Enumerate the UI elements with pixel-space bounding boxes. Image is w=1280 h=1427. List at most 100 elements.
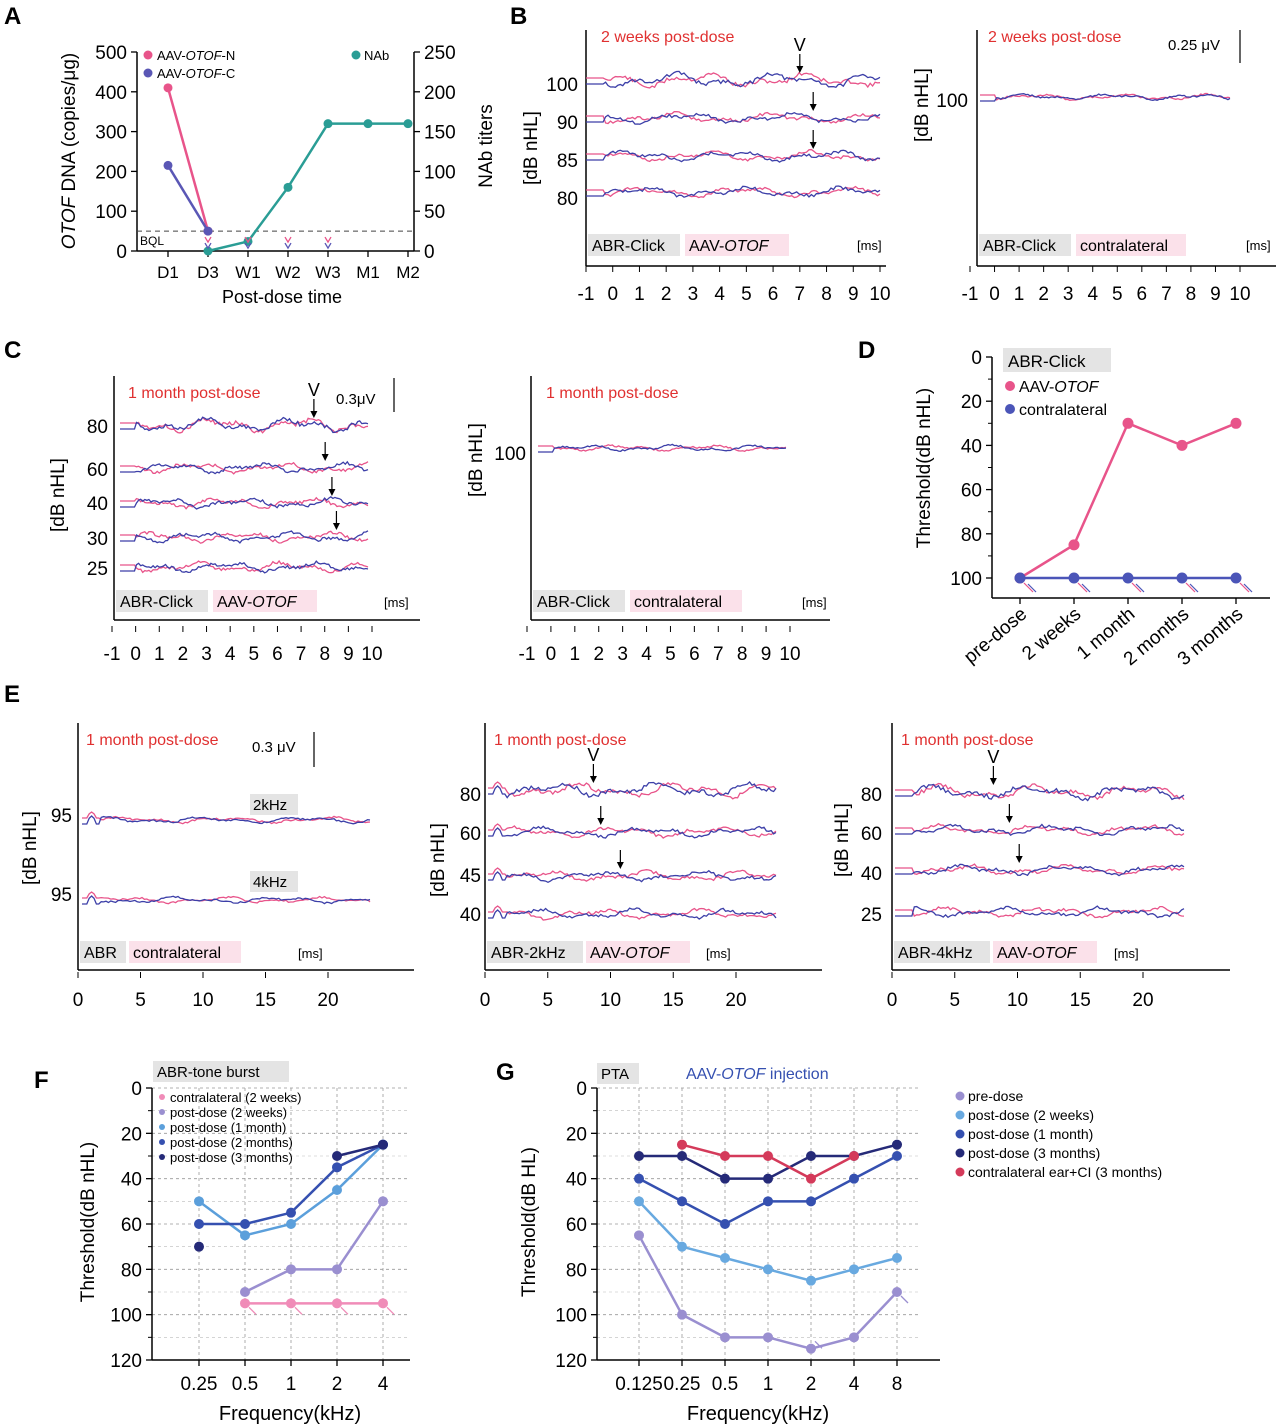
y-tick-label: 20	[961, 392, 982, 413]
waveform-trace	[586, 111, 881, 125]
waveform-trace	[538, 444, 787, 452]
legend-item: post-dose (1 month)	[170, 1120, 286, 1135]
e1-level-95a: 95	[51, 806, 72, 827]
bql-arrow	[324, 236, 332, 244]
e1-tag-abr	[80, 941, 126, 963]
c-right-ms: [ms]	[802, 595, 827, 610]
a-y2-ticks: 0 50 100 150 200 250	[414, 43, 456, 263]
f-legend: contralateral (2 weeks)post-dose (2 week…	[159, 1090, 302, 1165]
x-tick-label: 5	[741, 284, 752, 305]
data-point	[849, 1264, 859, 1275]
wave-v-arrowhead	[321, 454, 329, 461]
x-tick-label: 4	[849, 1374, 860, 1395]
e-plot-2: 1 month post-dose [dB nHL] 80 60 45 40 A…	[428, 723, 822, 1011]
y-tick-label: 500	[95, 43, 127, 64]
waveform-trace	[120, 559, 369, 574]
e1-tag-2khz	[250, 794, 298, 815]
x-tick-label: 9	[1210, 284, 1221, 305]
data-point	[806, 1275, 816, 1286]
data-point	[634, 1196, 644, 1207]
waveform-trace	[488, 869, 777, 884]
x-tick-label: -1	[962, 284, 979, 305]
data-point	[286, 1207, 296, 1218]
f-x-axis-label: Frequency(kHz)	[219, 1403, 361, 1425]
legend-item: post-dose (2 weeks)	[170, 1105, 287, 1120]
b-left-title: 2 weeks post-dose	[601, 29, 735, 46]
c-tag-aav-otof	[213, 590, 317, 612]
x-tick-label: 6	[272, 644, 283, 665]
data-point	[763, 1196, 773, 1207]
bql-arrow	[204, 236, 212, 244]
y-tick-label: 40	[121, 1170, 142, 1191]
d-legend-marker-contra	[1005, 404, 1015, 414]
waveform-trace	[895, 782, 1185, 801]
b-level-90: 90	[557, 113, 578, 134]
bql-arrow	[244, 236, 252, 244]
e2-tag-aav-otof-text: AAV-OTOF	[590, 945, 671, 962]
no-response-arrow	[248, 1306, 257, 1315]
f-tag-text: ABR-tone burst	[157, 1064, 260, 1081]
f-series	[194, 1139, 395, 1315]
x-tick-label: 1	[570, 644, 581, 665]
data-point	[677, 1196, 687, 1207]
c-right-x-ticks: -1 0 1 2 3 4 5 6 7 8 9 10	[519, 626, 801, 665]
x-tick-label: 2	[178, 644, 189, 665]
waveform-trace	[120, 560, 369, 574]
data-point	[332, 1264, 342, 1275]
e-plot-1: 1 month post-dose 0.3 μV [dB nHL] 95 95 …	[20, 723, 414, 1011]
e-scale: 0.3 μV	[252, 739, 296, 756]
e2-level-80: 80	[460, 785, 481, 806]
e3-title: 1 month post-dose	[901, 732, 1034, 749]
x-tick-label: 9	[761, 644, 772, 665]
legend-item: post-dose (1 month)	[968, 1126, 1093, 1142]
data-point	[763, 1264, 773, 1275]
no-response-arrow	[1135, 583, 1145, 593]
c-tag-abr-click	[116, 590, 208, 612]
b-left-ms: [ms]	[857, 238, 882, 253]
no-response-arrow	[1185, 582, 1196, 593]
data-point	[634, 1230, 644, 1241]
x-tick-label: 15	[255, 990, 276, 1011]
e3-level-40: 40	[861, 864, 882, 885]
series-line	[1019, 421, 1237, 580]
x-tick-label: 7	[713, 644, 724, 665]
x-tick-label: 7	[795, 284, 806, 305]
wave-v-label: V	[308, 380, 320, 400]
g-subtitle: AAV-OTOF injection	[686, 1066, 829, 1083]
data-point	[1014, 572, 1026, 584]
a-y2-axis-label: NAb titers	[476, 104, 497, 187]
data-point	[763, 1332, 773, 1343]
y-tick-label: 100	[110, 1306, 142, 1327]
x-tick-label: 0	[546, 644, 557, 665]
no-response-arrow	[1077, 582, 1088, 593]
legend-marker-nab	[351, 50, 361, 60]
no-response-arrow	[1243, 583, 1253, 593]
y-tick-label: 80	[961, 525, 982, 546]
b-tag-aav-otof-text: AAV-OTOF	[689, 238, 770, 255]
f-y-ticks: 0 20 40 60 80 100 120	[110, 1079, 152, 1372]
panel-label-b: B	[510, 3, 527, 30]
x-tick-label: -1	[519, 644, 536, 665]
data-point	[763, 1151, 773, 1161]
x-tick-label: W1	[235, 263, 261, 282]
data-point	[677, 1309, 687, 1320]
a-x-axis-label: Post-dose time	[222, 287, 342, 307]
y-tick-label: 100	[555, 1306, 587, 1327]
c-right-y-label: [dB nHL]	[466, 423, 487, 497]
waveform-trace	[488, 905, 777, 921]
y-tick-label: 20	[566, 1124, 587, 1145]
data-point	[332, 1298, 342, 1309]
wave-v-arrowhead	[328, 489, 336, 496]
x-tick-label: 20	[1132, 990, 1153, 1011]
series-line	[166, 87, 210, 232]
wave-v-arrowhead	[1015, 856, 1023, 863]
e2-y-label: [dB nHL]	[428, 823, 449, 897]
e3-level-80: 80	[861, 785, 882, 806]
c-level-80: 80	[87, 417, 108, 438]
y-tick-label: 80	[566, 1260, 587, 1281]
x-tick-label: 1	[1014, 284, 1025, 305]
series-line	[166, 164, 210, 232]
data-point	[806, 1196, 816, 1207]
x-tick-label: 6	[1137, 284, 1148, 305]
